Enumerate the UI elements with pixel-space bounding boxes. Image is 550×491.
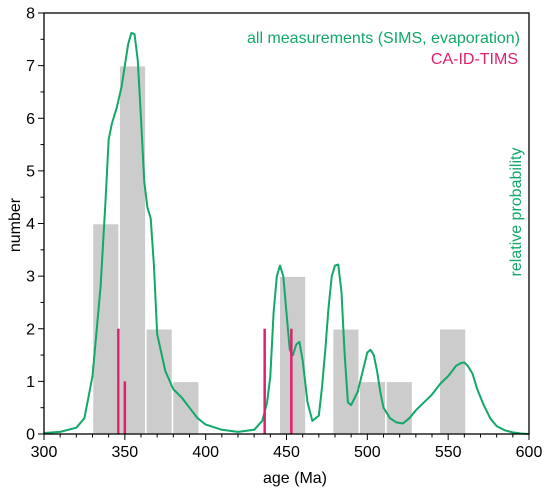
probability-curve-layer [43, 32, 530, 435]
legend-entry-all-measurements: all measurements (SIMS, evaporation) [247, 30, 520, 47]
x-tick-label-400: 400 [192, 444, 219, 461]
x-tick-label-450: 450 [273, 444, 300, 461]
y-tick-label-5: 5 [26, 163, 35, 180]
x-tick-label-600: 600 [516, 444, 543, 461]
y-tick-label-1: 1 [26, 374, 35, 391]
secondary-y-axis-label: relative probability [508, 148, 525, 277]
histogram-bar-10 [358, 380, 387, 435]
y-axis-ticks: 0 1 2 3 4 5 6 7 8 [26, 6, 44, 444]
x-axis-label: age (Ma) [263, 470, 327, 487]
y-tick-label-2: 2 [26, 321, 35, 338]
histogram-bar-3 [171, 380, 200, 435]
y-tick-label-8: 8 [26, 6, 35, 23]
y-axis-label: number [7, 197, 24, 252]
x-tick-label-300: 300 [31, 444, 58, 461]
y-tick-label-7: 7 [26, 58, 35, 75]
x-tick-label-350: 350 [111, 444, 138, 461]
y-tick-label-3: 3 [26, 269, 35, 286]
y-tick-label-6: 6 [26, 111, 35, 128]
probability-curve [43, 32, 530, 435]
x-axis-ticks: 300 350 400 450 500 550 600 [31, 434, 543, 461]
x-tick-label-500: 500 [354, 444, 381, 461]
x-tick-label-550: 550 [435, 444, 462, 461]
ca-id-tims-impulses [117, 328, 293, 434]
histogram-bar-11 [385, 380, 414, 435]
legend-entry-ca-id-tims: CA-ID-TIMS [431, 51, 518, 68]
y-tick-label-0: 0 [26, 427, 35, 444]
y-tick-label-4: 4 [26, 216, 35, 233]
